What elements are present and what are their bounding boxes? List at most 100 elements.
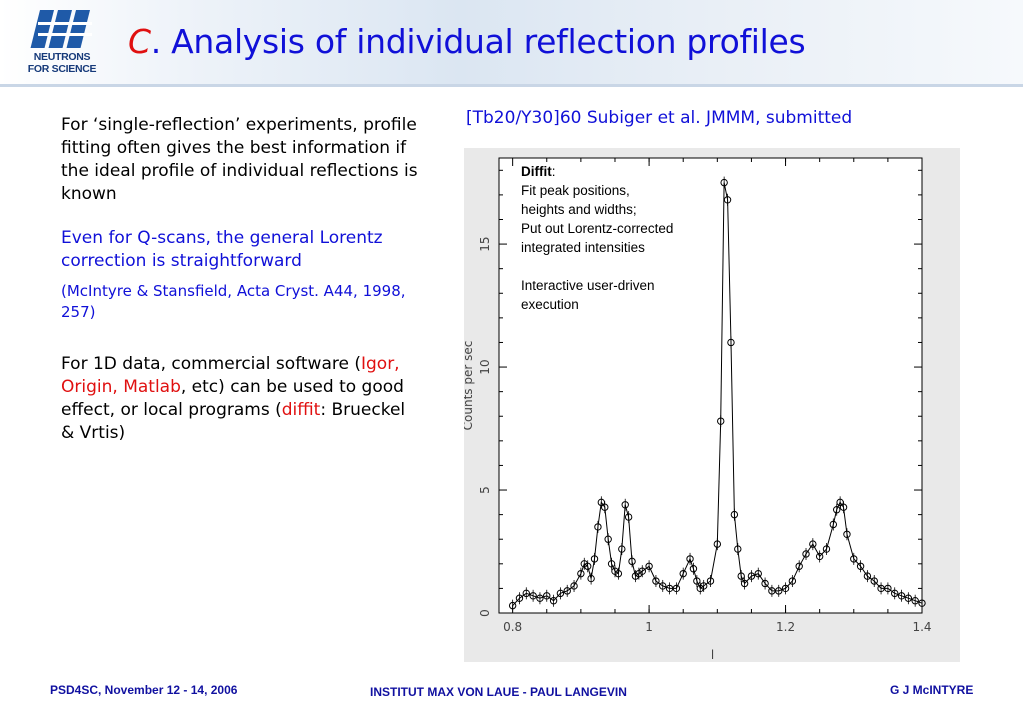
data-point xyxy=(686,555,694,563)
data-point xyxy=(856,562,865,570)
data-point xyxy=(522,589,530,598)
data-point xyxy=(829,520,838,529)
annotation-line4: integrated intensities xyxy=(521,240,645,255)
data-point xyxy=(590,555,599,563)
software-text-a: For 1D data, commercial software ( xyxy=(61,354,361,374)
data-point xyxy=(583,562,592,570)
citation: (McIntyre & Stansfield, Acta Cryst. A44,… xyxy=(61,282,406,321)
data-point xyxy=(659,582,667,590)
data-point xyxy=(717,417,725,425)
y-tick-label: 5 xyxy=(478,486,492,494)
footer-author: G J McINTYRE xyxy=(890,683,974,697)
data-point xyxy=(621,501,629,509)
data-point xyxy=(614,569,623,578)
data-point xyxy=(891,589,899,598)
y-tick-label: 10 xyxy=(478,359,492,374)
data-point xyxy=(587,574,595,583)
ill-logo: NEUTRONS FOR SCIENCE xyxy=(22,10,102,76)
data-point xyxy=(713,540,722,548)
data-point xyxy=(781,584,790,593)
data-point xyxy=(563,587,571,595)
data-point xyxy=(884,584,892,593)
header-banner xyxy=(0,0,1023,84)
data-point xyxy=(601,503,609,511)
reflection-profile-chart: 0.8 1 1.2 1.4 0 5 10 15 Counts per sec l xyxy=(464,157,932,662)
ill-logo-mark xyxy=(30,10,92,48)
header-divider xyxy=(0,84,1023,87)
data-point xyxy=(863,572,872,580)
x-tick-label: 1 xyxy=(645,620,653,634)
left-column: For ‘single-reflection’ experiments, pro… xyxy=(61,114,421,445)
annotation-heading: Diffit: xyxy=(521,162,673,181)
annotation-line6: execution xyxy=(521,297,579,312)
data-point xyxy=(822,545,831,553)
title-text: . Analysis of individual reflection prof… xyxy=(150,22,806,61)
data-point xyxy=(723,196,732,204)
data-point xyxy=(795,562,803,570)
data-point xyxy=(536,594,544,602)
data-point xyxy=(618,545,626,553)
data-point xyxy=(761,579,769,588)
software-text-c: , etc) can be used to good effect, or lo… xyxy=(61,377,404,420)
software-text-e: : Brueckel & Vrtis) xyxy=(61,400,406,443)
data-point xyxy=(693,577,701,585)
logo-text-line2: FOR SCIENCE xyxy=(27,63,97,75)
y-tick-label: 0 xyxy=(478,609,492,617)
data-point xyxy=(897,592,906,600)
data-point xyxy=(843,530,851,538)
annotation-line3: Put out Lorentz-corrected xyxy=(521,221,674,236)
data-point xyxy=(508,601,517,610)
diffit-name: diffit xyxy=(281,400,321,420)
plot-area xyxy=(498,157,923,614)
y-tick-label: 15 xyxy=(478,236,492,251)
footer-institute: INSTITUT MAX VON LAUE - PAUL LANGEVIN xyxy=(370,685,627,699)
data-point xyxy=(904,594,913,602)
data-point xyxy=(730,510,739,519)
data-point xyxy=(911,597,919,605)
data-point xyxy=(577,569,585,578)
data-point xyxy=(706,577,715,585)
data-point xyxy=(839,503,848,511)
data-point xyxy=(604,535,612,543)
data-point xyxy=(809,540,817,548)
data-point xyxy=(570,582,578,590)
paragraph-software: For 1D data, commercial software (Igor, … xyxy=(61,353,421,445)
data-point xyxy=(775,587,783,595)
reference-label: [Tb20/Y30]60 Subiger et al. JMMM, submit… xyxy=(466,108,853,128)
annotation-line2: heights and widths; xyxy=(521,202,637,217)
paragraph-lorentz: Even for Q-scans, the general Lorentz co… xyxy=(61,228,383,271)
data-point xyxy=(754,569,762,578)
data-point xyxy=(850,555,858,563)
data-point xyxy=(740,579,749,588)
data-point xyxy=(737,572,745,580)
x-tick-label: 1.2 xyxy=(776,620,795,634)
data-point xyxy=(515,594,524,602)
data-point xyxy=(543,592,551,600)
data-point xyxy=(870,577,878,585)
x-tick-label: 1.4 xyxy=(912,620,931,634)
data-point xyxy=(788,577,797,585)
data-point xyxy=(918,599,926,607)
annotation-line1: Fit peak positions, xyxy=(521,183,630,198)
data-point xyxy=(628,557,636,566)
paragraph-single-reflection: For ‘single-reflection’ experiments, pro… xyxy=(61,115,418,204)
plot-annotation: Diffit: Fit peak positions, heights and … xyxy=(521,162,673,314)
fit-curve xyxy=(512,182,923,606)
data-point xyxy=(624,513,633,521)
data-point xyxy=(802,550,810,558)
annotation-line5: Interactive user-driven xyxy=(521,278,655,293)
data-point xyxy=(549,597,558,605)
x-tick-label: 0.8 xyxy=(503,620,522,634)
data-point xyxy=(833,506,841,514)
plot-panel: 0.8 1 1.2 1.4 0 5 10 15 Counts per sec l xyxy=(464,148,960,662)
data-point xyxy=(815,552,824,561)
data-point xyxy=(727,338,735,347)
logo-text-line1: NEUTRONS xyxy=(33,51,91,63)
data-point xyxy=(652,577,660,585)
data-point xyxy=(529,592,537,600)
data-point xyxy=(672,584,681,593)
footer-conference: PSD4SC, November 12 - 14, 2006 xyxy=(50,683,238,697)
x-axis-label: l xyxy=(711,648,714,662)
data-point xyxy=(607,560,616,568)
data-point xyxy=(734,545,742,553)
